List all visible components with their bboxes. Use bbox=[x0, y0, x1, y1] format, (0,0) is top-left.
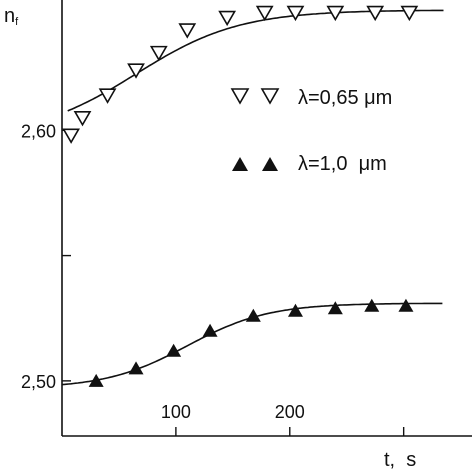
data-point-open-triangle bbox=[127, 63, 145, 79]
data-point-open-triangle bbox=[218, 10, 237, 27]
y-axis-label: nf bbox=[4, 5, 19, 28]
data-point-open-triangle bbox=[178, 23, 197, 39]
legend-marker-filled-triangle bbox=[262, 157, 278, 171]
legend: λ=0,65 μm λ=1,0 μm bbox=[230, 87, 392, 175]
data-point-filled-triangle bbox=[364, 298, 380, 312]
data-point-filled-triangle bbox=[327, 301, 343, 315]
x-tick-label: 100 bbox=[161, 402, 191, 422]
legend-item: λ=0,65 μm bbox=[230, 87, 392, 109]
data-point-open-triangle bbox=[286, 5, 305, 22]
data-point-open-triangle bbox=[255, 5, 274, 22]
y-axis-label-subscript: f bbox=[15, 16, 19, 28]
data-point-open-triangle bbox=[326, 5, 345, 22]
legend-label: λ=1,0 μm bbox=[298, 153, 387, 175]
data-point-filled-triangle bbox=[245, 308, 261, 322]
legend-marker-open-triangle bbox=[260, 88, 280, 105]
y-tick-label: 2,60 bbox=[21, 121, 56, 141]
data-point-open-triangle bbox=[400, 5, 419, 22]
data-point-open-triangle bbox=[62, 128, 80, 144]
data-point-filled-triangle bbox=[166, 343, 182, 357]
legend-label: λ=0,65 μm bbox=[298, 87, 392, 109]
data-point-open-triangle bbox=[366, 5, 385, 22]
x-tick-label: 200 bbox=[275, 402, 305, 422]
data-point-filled-triangle bbox=[398, 298, 414, 312]
x-axis-label: t, s bbox=[384, 449, 416, 471]
data-point-open-triangle bbox=[149, 45, 168, 62]
legend-marker-filled-triangle bbox=[232, 157, 248, 171]
fit-curves bbox=[61, 9, 444, 386]
axis-ticks bbox=[62, 129, 405, 436]
data-point-open-triangle bbox=[98, 88, 117, 104]
data-point-open-triangle bbox=[73, 110, 92, 127]
legend-marker-open-triangle bbox=[230, 88, 250, 105]
plot-area bbox=[61, 0, 472, 437]
data-point-filled-triangle bbox=[202, 323, 218, 337]
data-points bbox=[62, 5, 419, 387]
legend-item: λ=1,0 μm bbox=[232, 153, 387, 175]
data-point-filled-triangle bbox=[88, 373, 104, 387]
y-tick-label: 2,50 bbox=[21, 372, 56, 392]
data-point-filled-triangle bbox=[287, 303, 303, 317]
data-point-filled-triangle bbox=[128, 361, 144, 375]
